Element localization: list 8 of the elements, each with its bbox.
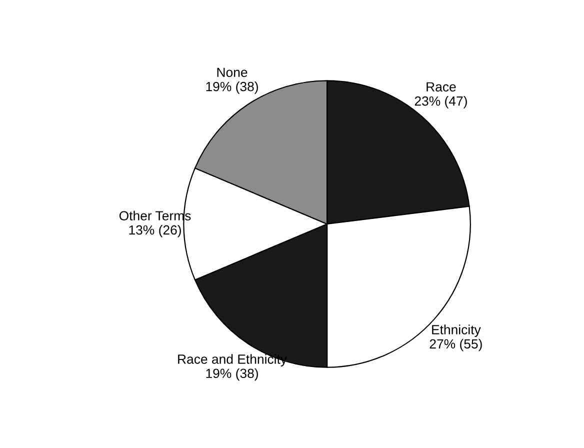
data-label: 19% (38) (206, 368, 258, 381)
data-label: 13% (26) (129, 224, 181, 238)
slice-label: Ethnicity (432, 324, 481, 337)
slice-label: Race (426, 82, 456, 92)
slice-label: None (217, 68, 248, 78)
data-label: 19% (38) (206, 82, 258, 94)
data-label: 27% (55) (430, 338, 482, 352)
data-label: 23% (47) (414, 96, 467, 108)
